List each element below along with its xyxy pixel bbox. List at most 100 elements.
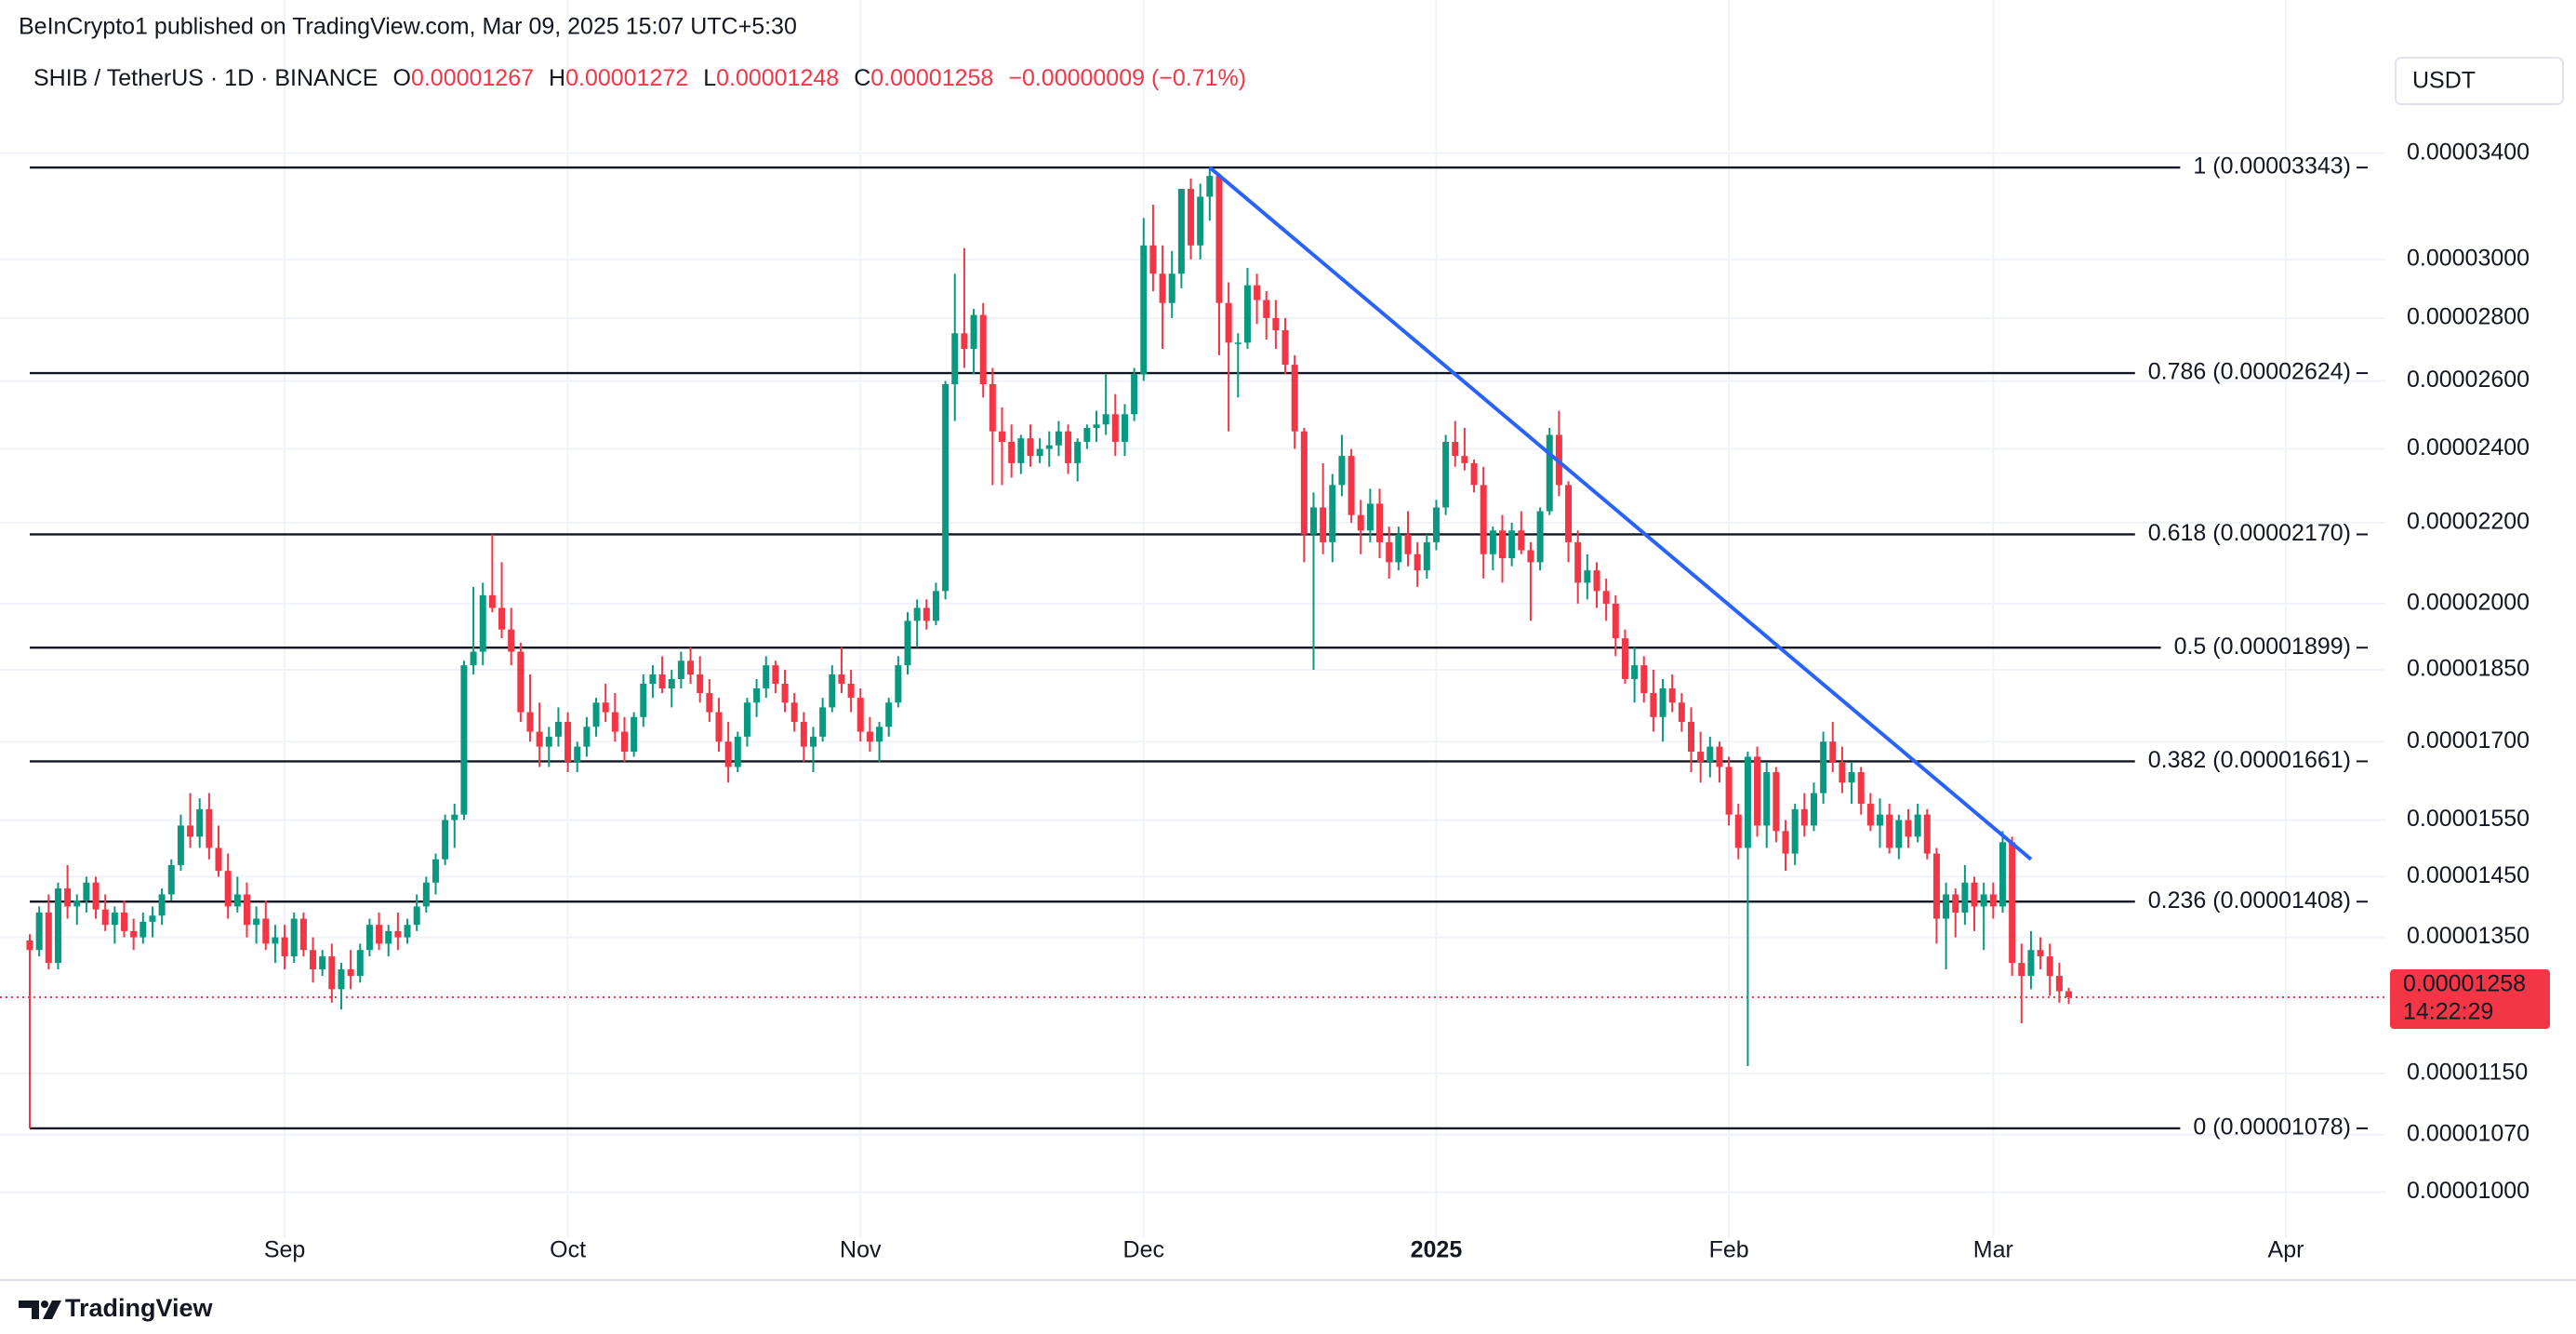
candle-body: [763, 665, 770, 689]
o-value: 0.00001267: [411, 65, 534, 91]
candle-body: [1773, 772, 1780, 832]
candle-body: [432, 859, 439, 883]
candle-body: [1243, 285, 1251, 343]
candle-body: [1197, 196, 1204, 246]
candle-body: [215, 847, 222, 872]
candle-body: [272, 937, 279, 944]
candle-body: [932, 591, 939, 621]
candle-body: [1017, 438, 1025, 463]
candle-body: [564, 722, 572, 762]
candle-body: [1810, 793, 1817, 826]
candle-body: [1848, 772, 1855, 783]
candle-body: [2018, 963, 2025, 977]
candle-body: [724, 741, 732, 767]
candle-body: [1131, 374, 1138, 415]
candle-body: [1886, 814, 1893, 848]
candle-body: [508, 629, 515, 652]
candle-body: [819, 707, 827, 737]
candle-body: [187, 825, 194, 837]
candle-body: [451, 814, 458, 820]
candle-body: [1423, 541, 1430, 571]
y-tick-label: 0.00003400: [2407, 139, 2530, 165]
y-tick-label: 0.00001150: [2407, 1060, 2528, 1086]
change: −0.00000009 (−0.71%): [1008, 65, 1246, 91]
candle-body: [1366, 503, 1374, 531]
candle-body: [1357, 514, 1364, 531]
candle-body: [715, 712, 723, 742]
candle-body: [460, 665, 468, 815]
symbol-legend: SHIB / TetherUS · 1D · BINANCE O0.0000126…: [33, 65, 1246, 91]
candle-body: [1234, 342, 1242, 344]
candle-body: [1574, 541, 1582, 583]
candle-body: [810, 736, 817, 747]
c-value: 0.00001258: [870, 65, 993, 91]
currency-button[interactable]: [2395, 57, 2564, 105]
candle-body: [158, 894, 166, 916]
x-tick-label: Nov: [840, 1237, 882, 1263]
candle-body: [895, 665, 902, 703]
candle-body: [631, 716, 638, 753]
candle-body: [602, 702, 609, 713]
candle-body: [1461, 456, 1468, 463]
candle-body: [1291, 365, 1298, 432]
candle-body: [1678, 702, 1685, 723]
candle-body: [1800, 808, 1808, 826]
candle-body: [1489, 530, 1496, 554]
candle-body: [243, 894, 250, 926]
x-tick-label: Oct: [550, 1237, 586, 1263]
candle-body: [1829, 741, 1837, 762]
candle-body: [1754, 756, 1761, 826]
candle-body: [913, 607, 921, 621]
fib-label: 0 (0.00001078): [2193, 1114, 2351, 1141]
candle-body: [1140, 245, 1148, 375]
candle-body: [121, 912, 128, 931]
candle-body: [838, 674, 845, 684]
y-tick-label: 0.00001850: [2407, 656, 2530, 682]
candle-body: [1177, 189, 1185, 274]
candle-body: [498, 607, 506, 630]
candle-body: [1602, 591, 1610, 604]
candle-body: [1188, 189, 1195, 246]
x-tick-label: Dec: [1123, 1237, 1164, 1263]
candle-body: [658, 674, 666, 689]
candle-body: [517, 651, 524, 713]
y-tick-label: 0.00002000: [2407, 590, 2530, 616]
y-tick-label: 0.00002800: [2407, 303, 2530, 329]
candle-body: [1631, 665, 1639, 679]
candle-body: [1914, 814, 1921, 837]
candle-body: [1716, 746, 1723, 767]
y-tick-label: 0.00002200: [2407, 509, 2530, 535]
candle-body: [1083, 427, 1091, 442]
candle-body: [1763, 772, 1771, 826]
candle-body: [1102, 414, 1109, 425]
candle-body: [1650, 693, 1657, 717]
price-tag: [2390, 969, 2550, 1030]
candle-body: [620, 731, 628, 753]
candle-body: [1272, 317, 1280, 330]
c-label: C: [854, 65, 870, 91]
trend-line: [1208, 166, 2033, 861]
candle-body: [1348, 456, 1355, 515]
candle-body: [1725, 767, 1733, 815]
candle-body: [753, 688, 761, 703]
candle-body: [1055, 431, 1062, 446]
candle-body: [1111, 414, 1119, 442]
candle-body: [574, 746, 581, 762]
candle-body: [999, 431, 1006, 442]
l-value: 0.00001248: [716, 65, 839, 91]
candle-body: [167, 864, 175, 895]
candle-body: [979, 314, 987, 384]
candle-body: [545, 736, 552, 747]
candle-body: [866, 731, 873, 742]
candle-body: [1225, 302, 1232, 343]
candle-body: [1546, 434, 1553, 512]
candle-body: [1612, 603, 1619, 639]
currency-label[interactable]: USDT: [2412, 68, 2476, 94]
candle-body: [829, 674, 836, 708]
candle-body: [1527, 550, 1534, 563]
logo-icon: [19, 1301, 61, 1319]
l-label: L: [703, 65, 716, 91]
candle-body: [1744, 756, 1751, 848]
candle-body: [1320, 507, 1327, 542]
